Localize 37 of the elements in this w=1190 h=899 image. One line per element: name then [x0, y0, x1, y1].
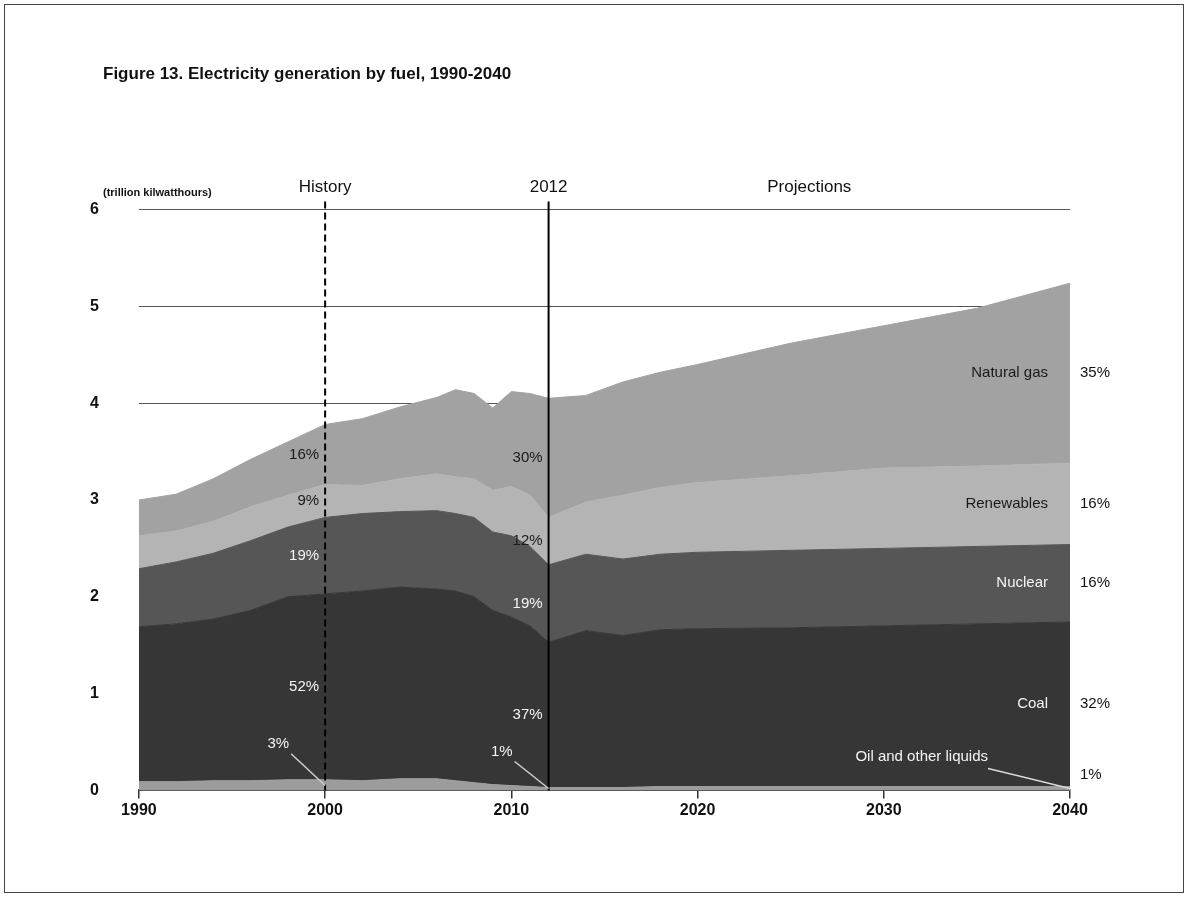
text: 16% [1080, 494, 1111, 512]
text: 32% [1080, 694, 1111, 712]
ref-line-label: History [298, 176, 353, 196]
annotation: 16% [289, 444, 320, 462]
text: 16% [1080, 573, 1111, 591]
x-tick-label: 1990 [121, 801, 157, 819]
ref-line-label: 2012 [529, 176, 568, 196]
y-tick-label: 4 [89, 393, 99, 411]
series-label: Coal [1017, 694, 1048, 712]
x-tick-label: 2030 [865, 801, 902, 819]
text: 35% [1080, 363, 1111, 381]
series-label: Nuclear [996, 573, 1048, 591]
annotation: 19% [512, 593, 543, 611]
text: 1% [1080, 764, 1102, 782]
annotation: 37% [512, 705, 543, 723]
series-label: Renewables [965, 494, 1048, 512]
y-tick-label: 3 [89, 490, 99, 508]
series-label: Oil and other liquids [855, 746, 988, 764]
annotation: 3% [267, 733, 290, 751]
x-tick-label: 2000 [307, 801, 344, 819]
y-tick-label: 6 [89, 200, 99, 218]
y-axis-title: (trillion kilwatthours) [103, 186, 212, 198]
text: Projections [767, 176, 852, 196]
y-tick-label: 5 [89, 296, 99, 314]
y-tick-label: 0 [89, 780, 99, 798]
x-tick-label: 2020 [679, 801, 716, 819]
y-tick-label: 2 [89, 587, 99, 605]
series-label: Natural gas [971, 363, 1048, 381]
annotation: 19% [289, 545, 320, 563]
annotation: 30% [512, 448, 543, 466]
annotation: 52% [289, 676, 320, 694]
x-tick-label: 2010 [493, 801, 530, 819]
annotation: 1% [490, 741, 513, 759]
y-tick-label: 1 [89, 684, 99, 702]
x-tick-label: 2040 [1052, 801, 1088, 819]
annotation: 9% [297, 491, 320, 509]
chart-title: Figure 13. Electricity generation by fuel, 1990-2040 [103, 64, 512, 84]
